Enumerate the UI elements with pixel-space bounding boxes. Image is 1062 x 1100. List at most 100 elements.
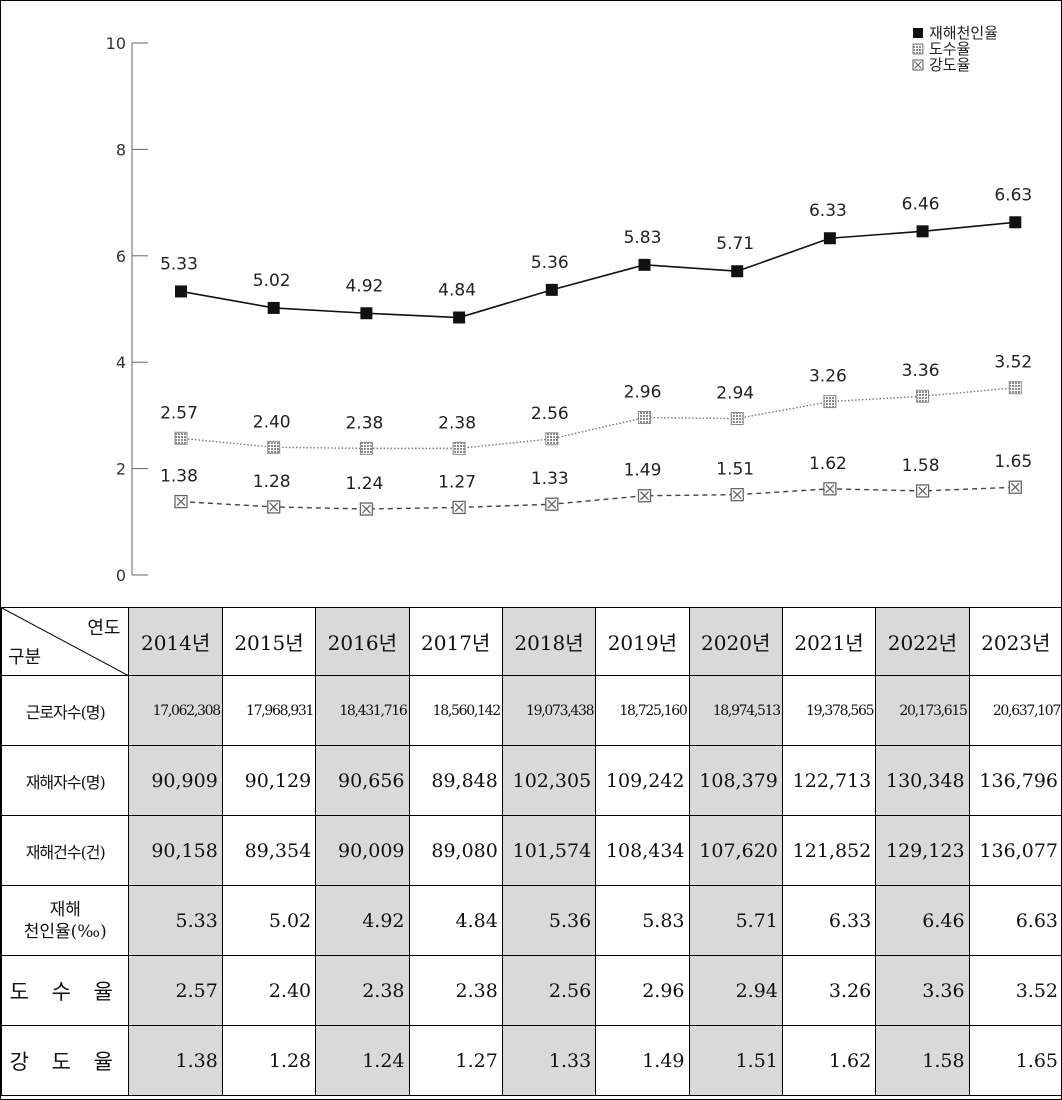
data-label: 5.02 — [253, 271, 291, 291]
table-cell: 5.33 — [128, 885, 223, 956]
data-point-marker — [823, 395, 837, 409]
table-cell: 1.65 — [968, 1025, 1062, 1096]
y-axis-tick-label: 6 — [116, 247, 126, 266]
table-cell: 18,725,160 — [595, 675, 690, 746]
row-label-injured: 재해자수(명) — [0, 745, 130, 816]
data-label: 4.92 — [345, 276, 383, 296]
data-point-marker — [638, 411, 651, 425]
table-cell: 2.96 — [595, 955, 690, 1026]
table-cell: 18,431,716 — [315, 675, 410, 746]
data-label: 2.38 — [438, 413, 476, 433]
data-label: 5.71 — [716, 234, 754, 254]
table-cell: 1.58 — [875, 1025, 970, 1096]
row-label-injury-rate-line2: 천인율(‰) — [23, 921, 107, 942]
legend-label: 재해천인율 — [929, 24, 998, 42]
table-cell: 90,909 — [128, 745, 223, 816]
marker-cross-b — [640, 491, 649, 501]
data-point-marker — [452, 441, 466, 455]
data-point-marker — [637, 489, 652, 503]
table-cell: 3.52 — [968, 955, 1062, 1026]
series-line — [180, 387, 1016, 450]
marker-cross-b — [918, 486, 928, 496]
y-axis-tick-label: 8 — [116, 140, 126, 159]
table-cell: 20,173,615 — [875, 675, 970, 746]
table-cell: 2.40 — [221, 955, 317, 1026]
marker-cross-b — [547, 499, 557, 509]
data-label: 2.38 — [345, 413, 383, 433]
data-point-marker — [1009, 216, 1022, 229]
table-year-header: 2019년 — [595, 607, 690, 676]
table-cell: 1.49 — [595, 1025, 690, 1096]
table-cell: 101,574 — [501, 815, 597, 886]
row-label-severity-rate: 강 도 율 — [0, 1025, 130, 1096]
table-cell: 17,062,308 — [128, 675, 223, 746]
table-row-frequency-rate: 도 수 율 2.57 2.40 2.38 2.38 2.56 2.96 2.94… — [0, 955, 1062, 1026]
table-cell: 122,713 — [781, 745, 877, 816]
table-cell: 108,434 — [595, 815, 690, 886]
series-line — [180, 221, 1016, 319]
table-cell: 17,968,931 — [221, 675, 317, 746]
data-point-marker — [267, 440, 281, 454]
data-label: 5.83 — [624, 228, 662, 248]
line-chart: 0 2 4 6 8 10 5.33 5.02 4.92 4.84 5.36 5.83 5.71 6.33… — [106, 24, 1033, 585]
data-label: 1.24 — [345, 474, 383, 494]
legend-marker — [912, 43, 924, 55]
table-cell: 90,129 — [221, 745, 317, 816]
table-cell: 107,620 — [688, 815, 783, 886]
data-label: 1.27 — [438, 472, 476, 492]
data-point-marker — [916, 389, 930, 403]
table-cell: 4.84 — [408, 885, 503, 956]
data-point-marker — [823, 232, 836, 245]
y-axis-tick-label: 4 — [116, 353, 126, 372]
row-label-injury-rate-line1: 재해 — [49, 899, 81, 920]
table-cell: 3.36 — [875, 955, 970, 1026]
table-cell: 2.94 — [688, 955, 783, 1026]
row-label-injury-rate: 재해 천인율(‰) — [0, 885, 130, 956]
table-cell: 121,852 — [781, 815, 877, 886]
table-cell: 1.51 — [688, 1025, 783, 1096]
table-cell: 129,123 — [875, 815, 970, 886]
marker-cross-b — [269, 502, 279, 512]
y-axis-tick-label: 10 — [106, 34, 126, 53]
table-cell: 1.38 — [128, 1025, 223, 1096]
data-label: 6.63 — [994, 185, 1032, 205]
data-point-marker — [916, 225, 929, 238]
table-year-header: 2023년 — [968, 607, 1062, 676]
marker-cross-b — [732, 490, 742, 500]
legend-marker-cross-b — [914, 61, 922, 69]
table-cell: 90,009 — [315, 815, 410, 886]
table-cell: 1.24 — [315, 1025, 410, 1096]
table-cell: 19,378,565 — [781, 675, 877, 746]
corner-diagonal — [2, 608, 128, 675]
table-cell: 136,077 — [968, 815, 1062, 886]
table-cell: 108,379 — [688, 745, 783, 816]
y-axis-tick-label: 0 — [116, 566, 126, 585]
corner-year-label: 연도 — [87, 618, 121, 639]
table-row-injured: 재해자수(명) 90,909 90,129 90,656 89,848 102,… — [0, 745, 1062, 816]
table-cell: 89,848 — [408, 745, 503, 816]
legend-entry: 강도율 — [912, 56, 970, 74]
table-cell: 4.92 — [315, 885, 410, 956]
data-label: 1.28 — [253, 472, 291, 492]
table-cell: 2.38 — [315, 955, 410, 1026]
table-cell: 109,242 — [595, 745, 690, 816]
table-year-header: 2022년 — [875, 607, 970, 676]
table-cell: 89,080 — [408, 815, 503, 886]
table-year-header: 2015년 — [221, 607, 317, 676]
table-cell: 6.63 — [968, 885, 1062, 956]
table-row-injury-rate: 재해 천인율(‰) 5.33 5.02 4.92 4.84 5.36 5.83 … — [0, 885, 1062, 956]
data-point-marker — [1008, 480, 1022, 494]
table-cell: 1.33 — [501, 1025, 597, 1096]
data-point-marker — [267, 301, 280, 314]
data-label: 3.26 — [809, 367, 847, 387]
table-year-header: 2018년 — [501, 607, 597, 676]
data-label: 4.84 — [438, 281, 476, 301]
table-cell: 1.62 — [781, 1025, 877, 1096]
marker-cross-b — [361, 504, 371, 514]
table-cell: 89,354 — [221, 815, 317, 886]
data-label: 2.57 — [160, 403, 198, 423]
table-cell: 1.28 — [221, 1025, 317, 1096]
legend-entry: 도수율 — [912, 40, 970, 58]
data-point-marker — [452, 500, 466, 515]
table-cell: 5.02 — [221, 885, 317, 956]
